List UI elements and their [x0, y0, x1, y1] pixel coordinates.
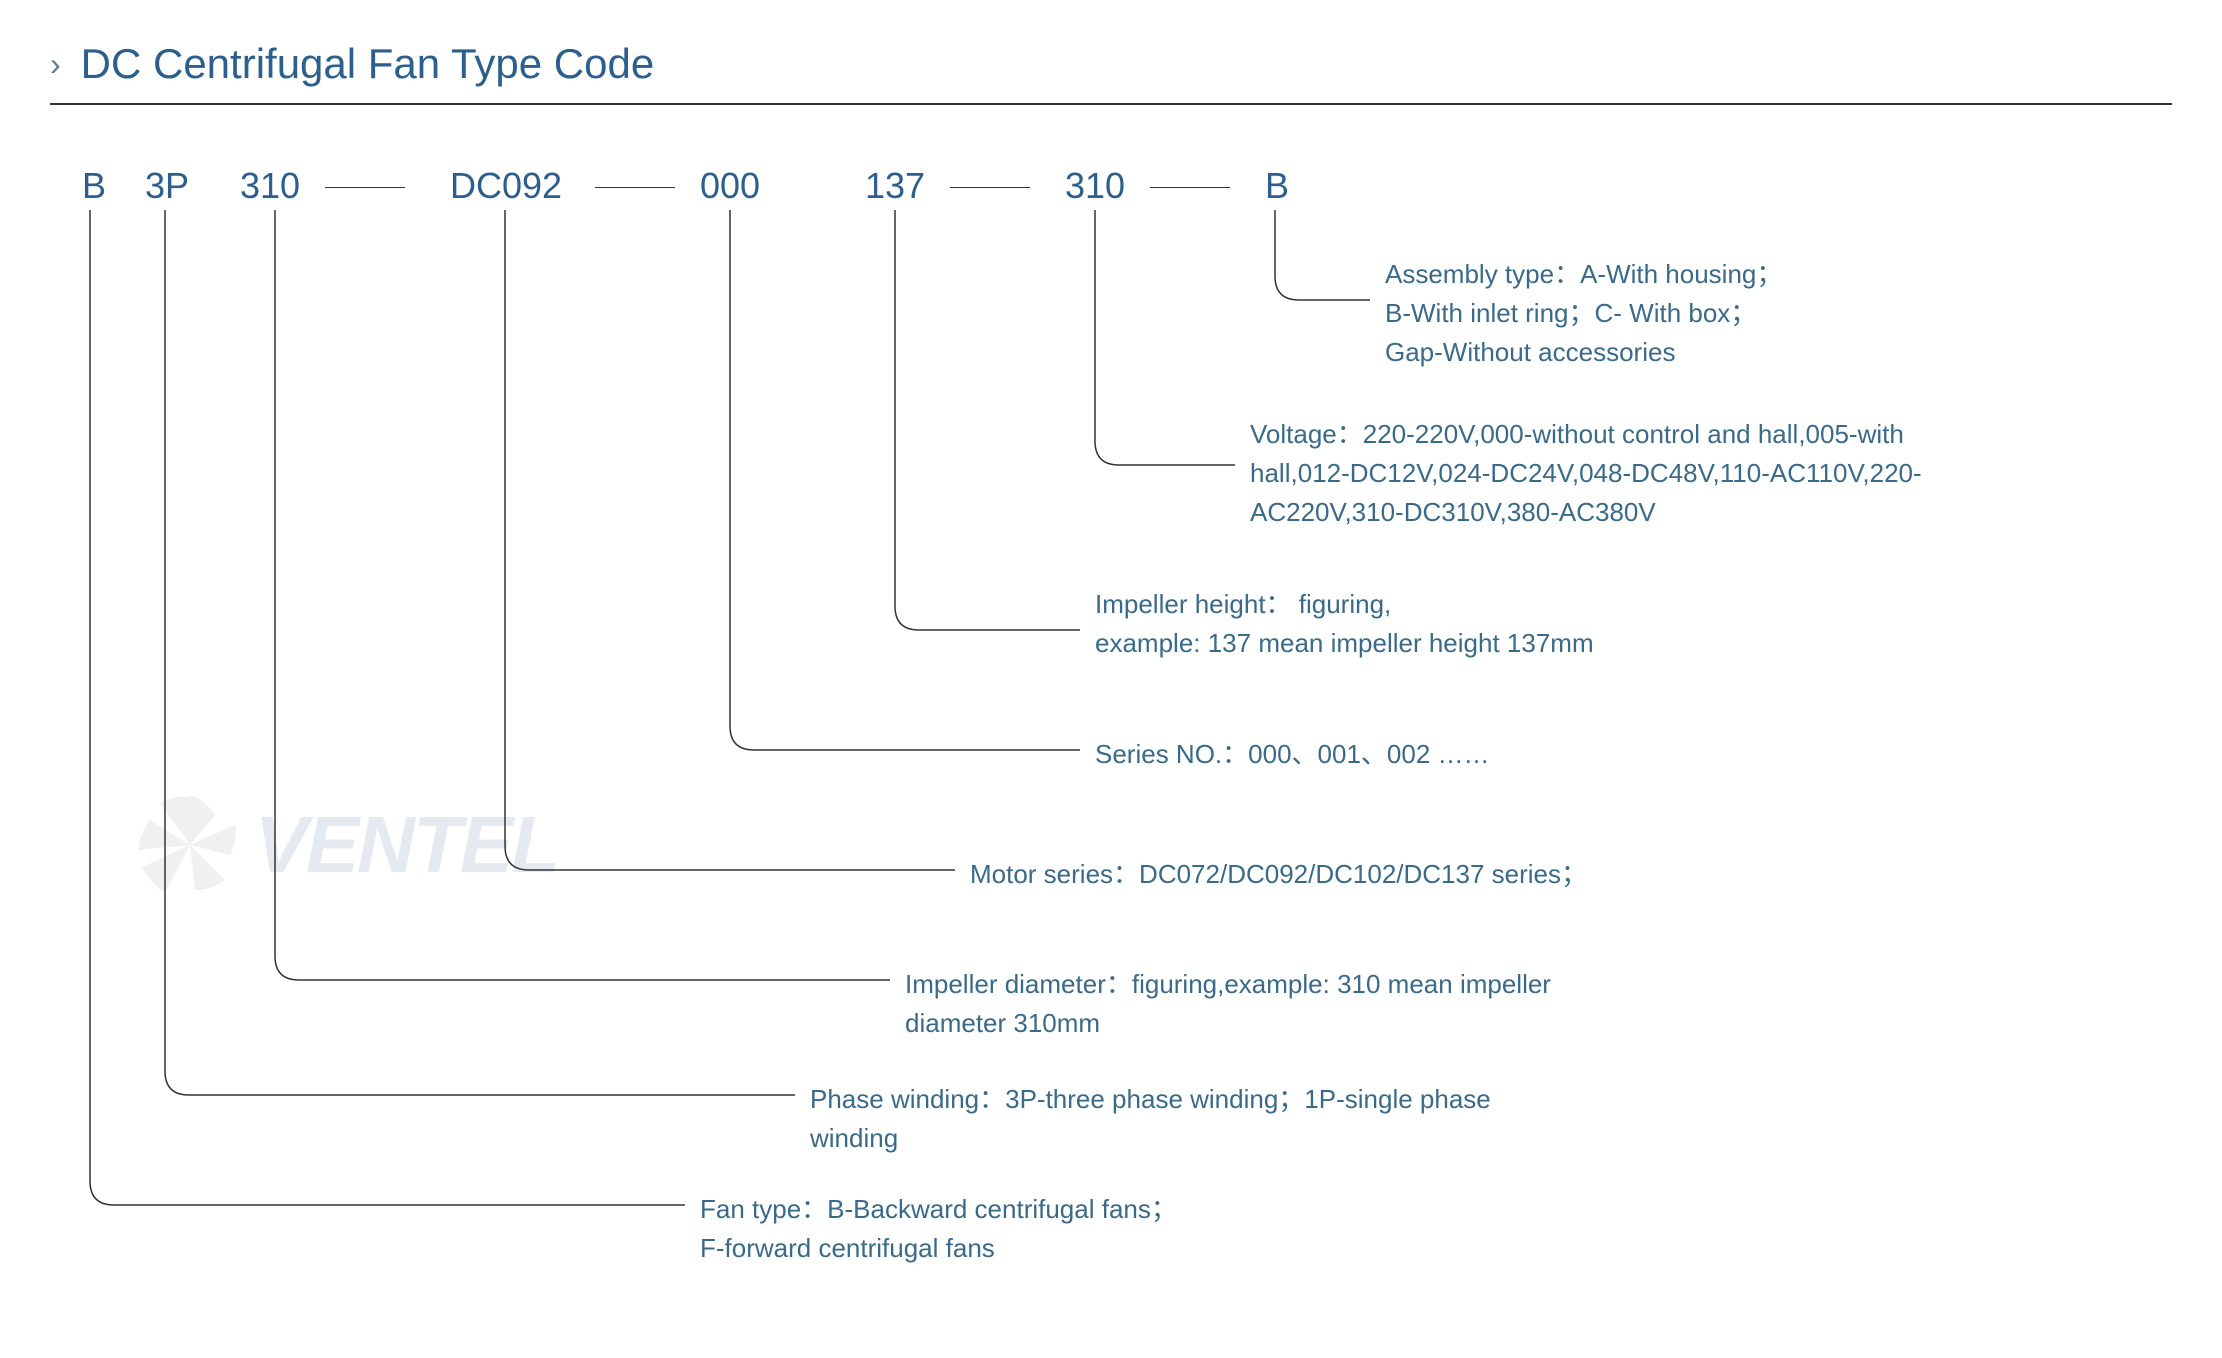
description-voltage: Voltage：220-220V,000-without control and… — [1250, 415, 1950, 532]
code-segment-3p: 3P — [145, 165, 189, 207]
description-impeller-height: Impeller height： figuring, example: 137 … — [1095, 585, 1594, 663]
code-segment-000: 000 — [700, 165, 760, 207]
connector-motor-series — [505, 210, 955, 870]
code-dash-4 — [1150, 187, 1230, 188]
description-phase-winding: Phase winding：3P-three phase winding；1P-… — [810, 1080, 1510, 1158]
code-segment-b2: B — [1265, 165, 1289, 207]
code-dash-1 — [325, 187, 405, 188]
description-fan-type: Fan type：B-Backward centrifugal fans； F-… — [700, 1190, 1177, 1268]
connector-voltage — [1095, 210, 1235, 465]
chevron-right-icon: › — [50, 46, 61, 83]
code-dash-2 — [595, 187, 675, 188]
code-segment-b1: B — [82, 165, 106, 207]
connector-phase-winding — [165, 210, 795, 1095]
diagram-area: B 3P 310 DC092 000 137 310 B VENTEL Asse… — [50, 165, 2172, 1215]
description-series-no: Series NO.：000、001、002 …… — [1095, 735, 1490, 774]
title-container: › DC Centrifugal Fan Type Code — [50, 40, 2172, 88]
code-segment-310-1: 310 — [240, 165, 300, 207]
description-impeller-diameter: Impeller diameter：figuring,example: 310 … — [905, 965, 1605, 1043]
code-dash-3 — [950, 187, 1030, 188]
connector-impeller-diameter — [275, 210, 890, 980]
code-segment-310-2: 310 — [1065, 165, 1125, 207]
watermark: VENTEL — [130, 785, 558, 905]
description-motor-series: Motor series：DC072/DC092/DC102/DC137 ser… — [970, 855, 1587, 894]
page-title: DC Centrifugal Fan Type Code — [81, 40, 655, 88]
connector-series-no — [730, 210, 1080, 750]
watermark-text: VENTEL — [254, 800, 558, 889]
code-segment-dc092: DC092 — [450, 165, 562, 207]
connector-assembly-type — [1275, 210, 1370, 300]
description-assembly-type: Assembly type：A-With housing； B-With inl… — [1385, 255, 1782, 372]
connector-impeller-height — [895, 210, 1080, 630]
code-segment-137: 137 — [865, 165, 925, 207]
connector-fan-type — [90, 210, 685, 1205]
title-divider — [50, 103, 2172, 105]
